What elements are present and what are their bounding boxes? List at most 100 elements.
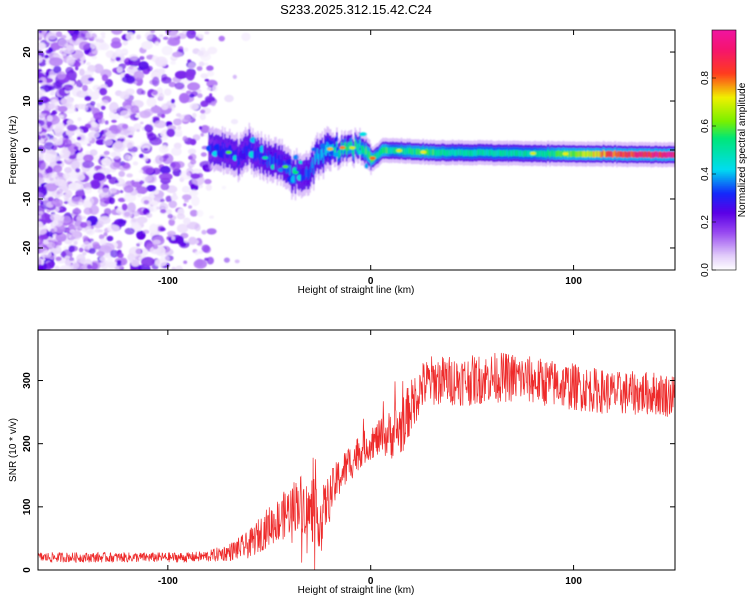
colorbar-segment [712,240,736,243]
spectrogram-ridge-cell [380,149,382,156]
spectrogram-noise-cell [44,54,49,59]
spectrogram-ridge-cell [658,151,661,158]
spectrogram-ridge-cell [366,149,368,158]
spectrogram-ridge-cell [252,143,254,155]
spectrogram-noise-cell [88,131,100,139]
spectrogram-ridge-cell [606,151,608,158]
spectrogram-ridge-cell [292,170,294,181]
colorbar-segment [712,122,736,125]
spectrogram-ridge-cell [325,145,327,156]
spectrogram-noise-cell [203,62,209,66]
spectrogram-ridge-cell [450,149,452,156]
spectrogram-noise-cell [53,164,63,173]
spectrogram-ridge-cell [670,151,673,158]
spectrogram-ridge-cell [454,149,456,157]
spectrogram-ridge-cell [305,166,308,177]
spectrogram-ridge-cell [416,148,418,155]
spectrogram-ridge-cell [392,146,394,154]
spectrogram-ridge-cell [577,151,579,158]
spectrogram-ridge-cell [277,155,280,166]
snr-x-tick-label: 100 [565,576,582,587]
spectrogram-ridge-cell [382,146,384,154]
spectrogram-noise-cell [136,243,141,247]
colorbar-segment [712,32,736,35]
spectrogram-ridge-cell [381,147,383,154]
spectrogram-ridge-cell [302,170,304,182]
spectrogram-noise-cell [119,190,124,194]
spectrogram-noise-cell [187,59,192,63]
spectrogram-noise-cell [82,160,95,169]
spectrogram-ridge-cell [439,150,442,157]
spectrogram-noise-cell [55,256,62,261]
spectrogram-ridge-cell [509,149,511,156]
spectrogram-noise-cell [99,87,108,96]
colorbar-segment [712,144,736,147]
spectrogram-noise-cell [183,203,187,207]
spectrogram-ridge-cell [646,151,648,158]
spectrogram-ridge-cell [320,149,322,161]
spectrogram-noise-cell [55,232,67,242]
spectrogram-ridge-cell [254,148,257,159]
spectrogram-ridge-cell [541,151,544,158]
spectrogram-ridge-cell [624,151,627,158]
spectrogram-ridge-cell [583,150,585,157]
spectrogram-noise-cell [143,147,149,151]
spectrogram-noise-cell [121,203,128,211]
spectrogram-noise-cell [78,201,83,206]
spectrogram-noise-cell [171,146,182,156]
colorbar-segment [712,80,736,83]
spectrogram-ridge-cell [412,148,415,155]
colorbar-segment [712,46,736,49]
spectrogram-noise-cell [100,259,109,270]
spectrogram-noise-cell [93,112,104,120]
colorbar-segment [712,128,736,131]
spectrogram-noise-cell [186,90,192,95]
spectrogram-noise-cell [128,246,142,257]
spectrogram-ridge-cell [417,148,420,155]
colorbar-segment [712,182,736,185]
spectrogram-ridge-cell [264,150,266,161]
spectrogram-hotspot [369,156,376,160]
spectrogram-ridge-cell [365,146,367,155]
spectrogram-noise-cell [92,172,106,182]
spectrogram-noise-cell [181,185,191,193]
spectrogram-noise-cell [198,50,204,56]
spectrogram-noise-cell [151,76,160,87]
spectrogram-noise-cell [38,30,42,33]
snr-x-axis-label: Height of straight line (km) [298,585,415,596]
spectrogram-ridge-cell [268,150,270,162]
colorbar-segment [712,92,736,95]
spectrogram-ridge-cell [548,149,550,156]
spectrogram-ridge-cell [511,150,513,157]
spectrogram-ridge-cell [627,151,629,159]
spectrogram-noise-cell [149,200,159,206]
spectrogram-noise-cell [45,153,56,163]
spectrogram-hotspot [396,149,403,153]
spectrogram-noise-cell [161,45,173,56]
spectrogram-noise-cell [191,189,197,193]
spectrogram-hotspot [327,147,334,151]
spectrogram-noise-cell [89,260,101,270]
spectrogram-ridge-cell [495,150,498,157]
spectrogram-y-tick-label: 20 [22,46,33,58]
spectrogram-noise-cell [146,97,157,107]
spectrogram-noise-cell [62,84,74,91]
colorbar-segment [712,102,736,105]
spectrogram-noise-cell [70,80,75,86]
spectrogram-ridge-cell [666,151,668,158]
spectrogram-ridge-cell [335,147,337,155]
spectrogram-noise-cell [172,51,182,58]
spectrogram-noise-cell [87,77,95,82]
spectrogram-ridge-cell [569,150,572,158]
spectrogram-ridge-cell [344,142,347,150]
spectrogram-noise-cell [60,251,67,258]
spectrogram-hotspot [262,156,269,160]
spectrogram-noise-cell [200,109,206,114]
spectrogram-ridge-cell [559,150,561,157]
spectrogram-ridge-cell [664,152,667,159]
spectrogram-ridge-cell [672,151,674,158]
colorbar-segment [712,56,736,59]
spectrogram-ridge-cell [604,150,606,157]
spectrogram-y-axis-label: Frequency (Hz) [8,116,19,185]
spectrogram-ridge-blob [300,168,306,176]
